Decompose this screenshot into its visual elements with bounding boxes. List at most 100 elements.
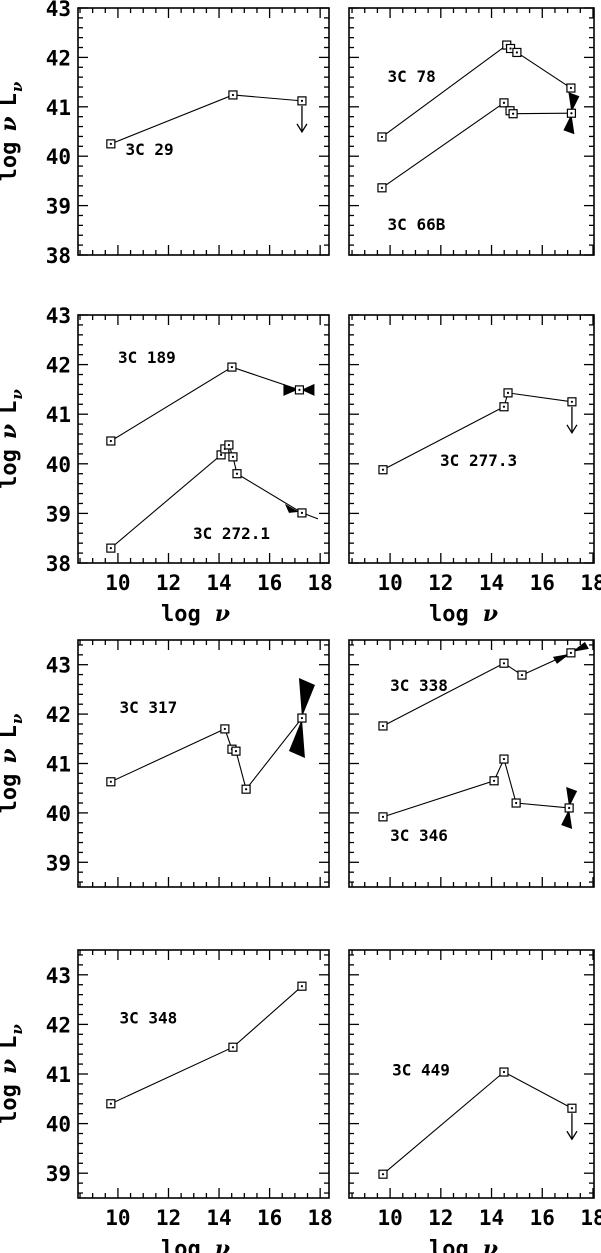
y-tick-label: 39 [46, 1162, 71, 1186]
y-tick-label: 42 [46, 703, 71, 727]
bowtie-right [301, 383, 315, 396]
series-label-3c-66b: 3C 66B [388, 215, 446, 234]
y-tick-label: 40 [46, 1113, 71, 1137]
panel-lower-middle-right: 3C 338 3C 346 [348, 639, 595, 888]
data-point-center-dot [568, 806, 571, 810]
series-3c-29: 3C 29 [106, 90, 308, 159]
data-point-center-dot [511, 112, 515, 115]
upper-limit-arrow-annotation [296, 105, 308, 134]
y-tick-label: 40 [46, 145, 71, 169]
bowtie-upper [568, 92, 580, 113]
y-tick-label: 42 [46, 46, 71, 70]
data-point-center-dot [109, 547, 112, 550]
y-tick-label: 43 [46, 0, 71, 21]
upper-limit-arrow-annotation [566, 406, 578, 435]
x-axis-title: log ν [429, 1236, 498, 1253]
plot-frame [77, 314, 330, 564]
x-tick-label: 10 [105, 571, 130, 595]
data-point-center-dot [244, 788, 248, 791]
bowtie-forward [571, 641, 589, 652]
series-label-3c-338: 3C 338 [390, 676, 448, 695]
y-axis-title: logνLν [0, 389, 26, 489]
arrow-head [296, 123, 308, 134]
plot-frame [348, 7, 595, 256]
panel-bottom-right: 10 12 14 16 18 3C 449 log ν [348, 949, 601, 1253]
panel-top-right: 3C 78 3C 66B [348, 7, 595, 256]
data-point-center-dot [231, 1046, 235, 1049]
data-point-center-dot [381, 468, 385, 471]
x-tick-label: 10 [105, 1206, 130, 1230]
x-axis-title: log ν [429, 601, 498, 627]
y-tick-label: 38 [46, 552, 71, 576]
arrow-head [284, 503, 299, 513]
y-axis-title: logνLν [0, 1024, 26, 1124]
data-point-center-dot [381, 1173, 385, 1176]
bowtie-left [283, 383, 298, 396]
bowtie-lower [561, 808, 573, 829]
x-tick-label: 16 [257, 571, 282, 595]
data-point-center-dot [234, 750, 238, 753]
data-point-center-dot [300, 99, 304, 102]
x-axis-title: log ν [161, 1236, 230, 1253]
panel-top-left: 38 39 40 41 42 43 3C 29 logνLν [0, 0, 330, 268]
sed-curve-3c-78 [381, 44, 572, 138]
series-3c-78: 3C 78 [377, 40, 576, 142]
data-point-center-dot [515, 51, 518, 54]
y-axis-title: logνLν [0, 81, 26, 181]
data-point-center-dot [227, 443, 231, 447]
data-point-center-dot [380, 135, 384, 139]
series-label-3c-348: 3C 348 [119, 1008, 177, 1027]
data-point-center-dot [520, 673, 524, 677]
data-point-center-dot [515, 801, 518, 805]
data-point-center-dot [569, 651, 573, 654]
arrow-head [566, 1130, 578, 1141]
data-point-center-dot [109, 1102, 112, 1105]
x-tick-label: 10 [377, 571, 402, 595]
data-point-center-dot [380, 186, 384, 189]
x-tick-label: 10 [377, 1206, 402, 1230]
bowtie-lower [288, 719, 305, 759]
series-3c-348: 3C 348 [106, 981, 307, 1109]
bowtie-lower [563, 114, 575, 135]
plot-frame [77, 949, 330, 1199]
data-point-center-dot [570, 112, 573, 115]
bowtie-backward [552, 653, 570, 664]
sed-curve-3c-348 [110, 985, 303, 1105]
y-tick-label: 41 [46, 96, 71, 120]
bowtie-tall-annotation [288, 678, 315, 759]
x-tick-label: 12 [156, 571, 181, 595]
bowtie-horizontal-annotation [283, 383, 315, 396]
y-tick-label: 43 [46, 964, 71, 988]
data-point-center-dot [502, 662, 506, 665]
y-tick-label: 40 [46, 453, 71, 477]
x-tick-label: 12 [156, 1206, 181, 1230]
data-point-center-dot [502, 1070, 506, 1074]
data-point-center-dot [492, 779, 496, 782]
series-3c-272-1: 3C 272.1 [106, 440, 319, 553]
series-label-3c-189: 3C 189 [118, 348, 176, 367]
data-point-center-dot [223, 727, 226, 731]
sed-curve-3c-449 [382, 1071, 573, 1175]
series-label-3c-272-1: 3C 272.1 [193, 524, 270, 543]
x-tick-label: 18 [308, 571, 333, 595]
data-point-center-dot [231, 93, 235, 97]
data-point-center-dot [381, 815, 385, 818]
data-point-center-dot [506, 391, 510, 394]
plot-frame [348, 314, 595, 564]
arrow-head [566, 424, 578, 435]
series-3c-189: 3C 189 [106, 348, 315, 446]
sed-curve-3c-317 [110, 717, 303, 791]
data-point-center-dot [502, 101, 506, 104]
series-label-3c-29: 3C 29 [126, 140, 174, 159]
data-point-center-dot [109, 780, 112, 783]
x-tick-label: 18 [580, 1206, 601, 1230]
data-point-center-dot [235, 472, 239, 475]
data-point-center-dot [502, 405, 506, 408]
x-tick-label: 12 [428, 1206, 453, 1230]
series-label-3c-317: 3C 317 [119, 698, 177, 717]
x-tick-label: 16 [530, 571, 555, 595]
y-tick-label: 42 [46, 1013, 71, 1037]
y-tick-label: 42 [46, 354, 71, 378]
sed-curve-3c-277-3 [382, 392, 573, 471]
